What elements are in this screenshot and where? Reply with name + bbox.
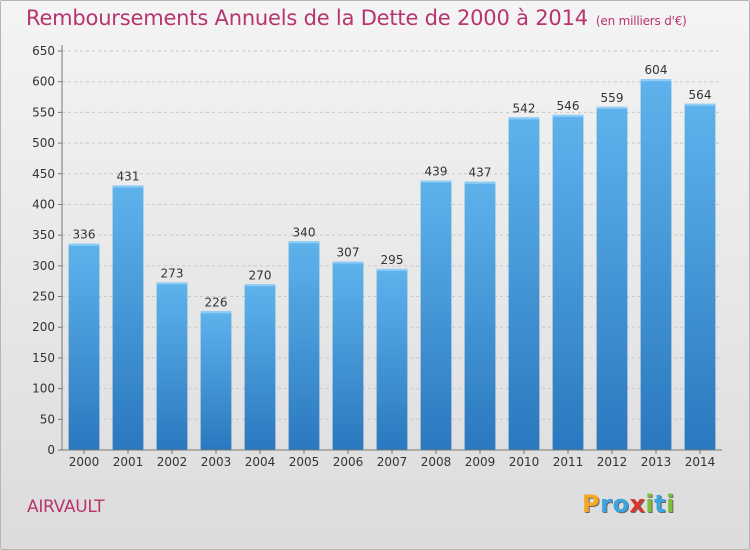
data-label: 439 xyxy=(425,165,448,179)
data-label: 336 xyxy=(73,228,96,242)
x-tick-label: 2014 xyxy=(685,455,716,469)
x-tick-label: 2001 xyxy=(113,455,144,469)
bar xyxy=(508,117,540,451)
logo-letter: r xyxy=(600,490,613,518)
bar xyxy=(376,268,408,450)
bar-highlight xyxy=(552,114,584,117)
bar-highlight xyxy=(596,106,628,109)
bar-highlight xyxy=(508,117,540,120)
y-tick-label: 0 xyxy=(47,443,55,457)
bar xyxy=(156,282,188,450)
data-label: 307 xyxy=(337,246,360,260)
y-tick-label: 600 xyxy=(32,75,55,89)
logo-letter: i xyxy=(645,490,655,518)
chart-subtitle: (en milliers d'€) xyxy=(595,14,687,28)
bar-highlight xyxy=(684,103,716,106)
x-tick-label: 2003 xyxy=(201,455,232,469)
data-label: 604 xyxy=(645,63,668,77)
logo-letter: i xyxy=(666,490,675,518)
bar xyxy=(596,106,628,451)
y-axis: 0 50 100 150 200 250 300 350 400 450 500 550 600 650 xyxy=(32,44,63,457)
data-label: 273 xyxy=(161,266,184,280)
bar-highlight xyxy=(288,241,320,244)
bar xyxy=(68,243,100,450)
proxiti-logo[interactable]: Proxiti xyxy=(582,490,675,518)
bar-highlight xyxy=(420,180,452,183)
y-tick-label: 150 xyxy=(32,351,55,365)
data-label: 270 xyxy=(249,268,272,282)
x-tick-label: 2012 xyxy=(597,455,628,469)
bar xyxy=(112,185,144,450)
x-tick-label: 2005 xyxy=(289,455,320,469)
commune-name: AIRVAULT xyxy=(27,497,105,517)
data-label: 546 xyxy=(557,99,580,113)
data-label: 437 xyxy=(469,166,492,180)
x-tick-label: 2008 xyxy=(421,455,452,469)
y-tick-label: 50 xyxy=(40,412,55,426)
x-tick-label: 2009 xyxy=(465,455,496,469)
x-tick-label: 2004 xyxy=(245,455,276,469)
logo-letter: x xyxy=(629,490,646,518)
bar-highlight xyxy=(376,268,408,271)
y-tick-label: 250 xyxy=(32,290,55,304)
x-tick-label: 2007 xyxy=(377,455,408,469)
logo-letter: P xyxy=(582,490,601,518)
data-label: 542 xyxy=(513,101,536,115)
y-tick-label: 550 xyxy=(32,105,55,119)
bar-highlight xyxy=(332,261,364,264)
y-tick-label: 300 xyxy=(32,259,55,273)
bar-highlight xyxy=(156,282,188,285)
bar-highlight xyxy=(464,181,496,184)
data-label: 295 xyxy=(381,253,404,267)
y-tick-label: 450 xyxy=(32,167,55,181)
x-tick-label: 2002 xyxy=(157,455,188,469)
bar xyxy=(332,261,364,450)
logo-letter: o xyxy=(612,490,630,518)
bar xyxy=(200,311,232,450)
y-tick-label: 100 xyxy=(32,382,55,396)
bar xyxy=(420,180,452,450)
y-tick-label: 400 xyxy=(32,197,55,211)
chart-title: Remboursements Annuels de la Dette de 20… xyxy=(26,6,687,30)
bar xyxy=(288,241,320,450)
y-tick-label: 500 xyxy=(32,136,55,150)
x-tick-label: 2000 xyxy=(69,455,100,469)
y-tick-label: 650 xyxy=(32,44,55,58)
bars: 336 431 273 226 270 340 307 295 439 437 542 546 559 6… xyxy=(68,63,716,451)
bar xyxy=(464,181,496,450)
bar xyxy=(244,284,276,450)
y-tick-label: 350 xyxy=(32,228,55,242)
chart-title-text: Remboursements Annuels de la Dette de 20… xyxy=(26,6,588,30)
logo-letter: t xyxy=(654,490,667,518)
bar-highlight xyxy=(244,284,276,287)
data-label: 340 xyxy=(293,225,316,239)
bar-highlight xyxy=(68,243,100,246)
bar-highlight xyxy=(640,79,672,82)
bar-highlight xyxy=(112,185,144,188)
data-label: 564 xyxy=(689,88,712,102)
x-tick-label: 2013 xyxy=(641,455,672,469)
bar xyxy=(684,103,716,450)
data-label: 226 xyxy=(205,295,228,309)
bar xyxy=(640,79,672,450)
x-tick-label: 2011 xyxy=(553,455,584,469)
bar-highlight xyxy=(200,311,232,314)
x-tick-label: 2006 xyxy=(333,455,364,469)
x-tick-label: 2010 xyxy=(509,455,540,469)
y-tick-label: 200 xyxy=(32,320,55,334)
bar xyxy=(552,114,584,450)
data-label: 431 xyxy=(117,169,140,183)
x-axis: 2000 2001 2002 2003 2004 2005 2006 2007 2008 2009… xyxy=(62,449,722,469)
data-label: 559 xyxy=(601,91,624,105)
